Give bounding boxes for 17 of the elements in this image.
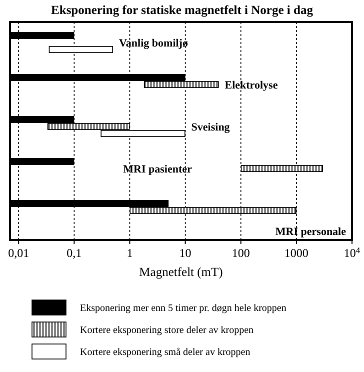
x-tick-label: 100 [232,246,250,260]
x-axis-title: Magnetfelt (mT) [139,265,223,279]
legend-label: Eksponering mer enn 5 timer pr. døgn hele kroppen [80,303,286,314]
x-tick-label: 0,1 [66,246,82,260]
chart-title: Eksponering for statiske magnetfelt i Norge i dag [51,3,314,17]
x-tick-label: 0,01 [8,246,30,260]
y-tick-label: Vanlig bomiljø [119,38,188,50]
x-tick-label: 10 [179,246,192,260]
x-tick-label: 1 [126,246,133,260]
y-tick-label: MRI personale [275,226,346,238]
x-tick-label: 1000 [284,246,308,260]
y-tick-label: MRI pasienter [123,164,192,176]
legend-label: Kortere eksponering store deler av kroppen [80,325,254,336]
y-tick-label: Sveising [191,122,230,134]
y-tick-label: Elektrolyse [224,80,278,92]
x-tick-label: 10$^{4}$ [344,246,361,260]
legend-label: Kortere eksponering små deler av kroppen [80,347,250,358]
